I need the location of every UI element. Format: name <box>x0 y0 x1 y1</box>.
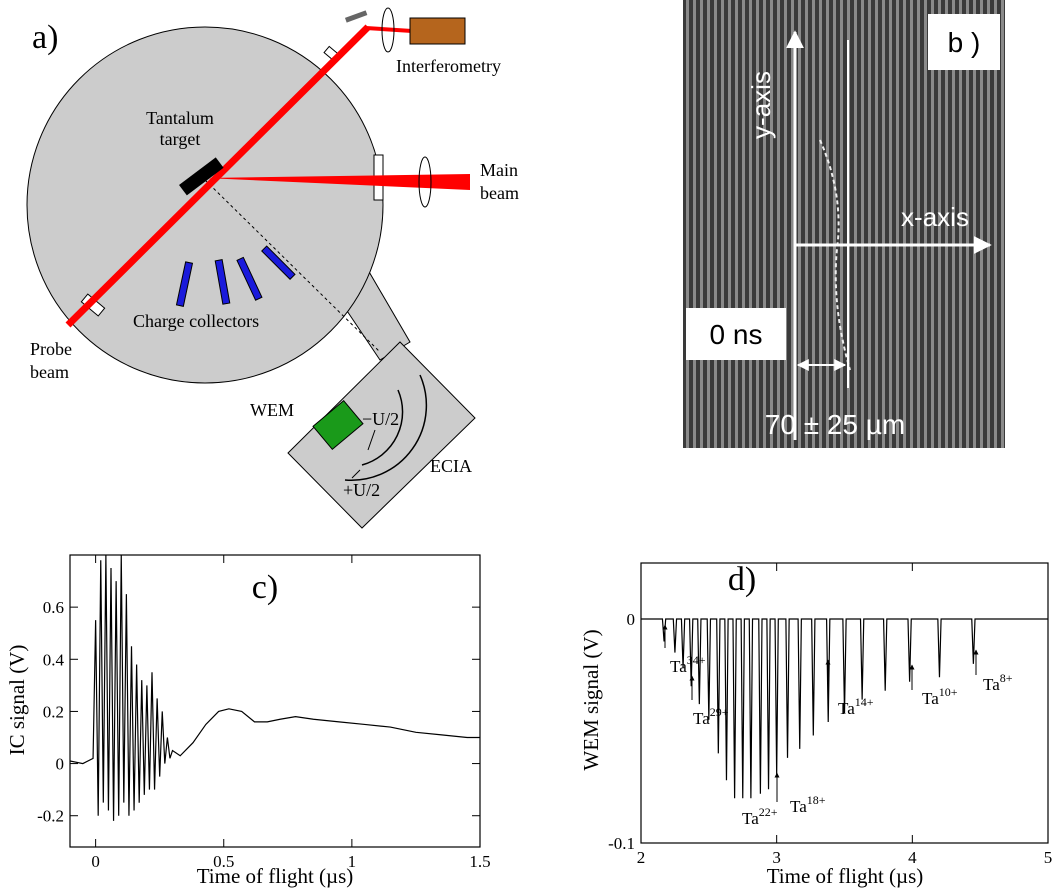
annotation-charge: 18+ <box>807 793 826 807</box>
y-tick-label: 0.4 <box>43 650 65 669</box>
annotation-charge: 34+ <box>687 653 706 667</box>
plot-frame <box>69 554 481 848</box>
annotation-base: Ta <box>983 675 1000 694</box>
y-tick-label: 0 <box>627 610 636 629</box>
label-box <box>686 308 786 360</box>
annotation: Ta8+ <box>983 671 1013 694</box>
annotation-charge: 8+ <box>1000 671 1013 685</box>
leader <box>351 469 361 479</box>
label: Main <box>480 160 518 180</box>
dashed-line <box>204 179 381 353</box>
label: +U/2 <box>343 480 380 500</box>
panel-label: a) <box>32 19 58 56</box>
probe-beam <box>65 24 371 328</box>
y-axis-label: IC signal (V) <box>5 645 29 756</box>
y-tick-label: 0.6 <box>43 598 64 617</box>
label: −U/2 <box>362 409 399 429</box>
x-tick-label: 2 <box>637 848 646 867</box>
y-axis-label: WEM signal (V) <box>579 629 603 770</box>
y-tick-label: -0.1 <box>608 834 635 853</box>
lens <box>418 156 432 208</box>
annotation-base: Ta <box>742 809 759 828</box>
lens <box>381 7 395 53</box>
label: beam <box>480 183 519 203</box>
panel-label: b ) <box>948 27 981 58</box>
label: Charge collectors <box>133 311 259 331</box>
annotation-base: Ta <box>790 797 807 816</box>
annotation-charge: 29+ <box>710 705 729 719</box>
panel-label: d) <box>728 561 756 598</box>
x-axis-label: Time of flight (µs) <box>197 864 354 888</box>
annotation-charge: 10+ <box>939 685 958 699</box>
width-label: 70 ± 25 µm <box>765 409 905 440</box>
annotation-charge: 22+ <box>759 805 778 819</box>
label: WEM <box>250 400 294 420</box>
electrode <box>344 374 428 482</box>
target <box>179 157 224 196</box>
annotation: Ta14+ <box>838 695 874 718</box>
electrode <box>361 389 404 466</box>
label: Interferometry <box>396 56 501 76</box>
label: beam <box>30 362 69 382</box>
x-tick-label: 1.5 <box>469 852 490 871</box>
main-beam <box>205 174 470 190</box>
charts: 0 0.5 1 1.5 -0.2 0 0.2 0.4 0.6 c) Time of flight (… <box>5 554 1053 888</box>
image-b: b ) 0 ns y-axis x-axis 70 ± 25 µm <box>683 0 1005 448</box>
x-axis-label: Time of flight (µs) <box>767 864 924 888</box>
label: Tantalum <box>146 108 214 128</box>
diagram-a: a) Interferometry Tantalum target Main b… <box>26 7 519 529</box>
label: Probe <box>30 339 72 359</box>
annotation: Ta34+ <box>670 653 706 676</box>
y-tick-label: -0.2 <box>37 807 64 826</box>
y-tick-label: 0.2 <box>43 702 64 721</box>
signal-line <box>70 555 480 821</box>
annotation: Ta18+ <box>790 793 826 816</box>
x-tick-label: 1 <box>348 852 357 871</box>
x-tick-label: 3 <box>772 848 781 867</box>
time-label: 0 ns <box>710 319 763 350</box>
x-tick-label: 5 <box>1044 848 1053 867</box>
y-tick-label: 0 <box>56 755 65 774</box>
leader <box>367 429 376 451</box>
ecia-box <box>287 341 476 529</box>
label: target <box>160 129 201 149</box>
annotation-base: Ta <box>922 689 939 708</box>
label-box <box>928 14 1000 70</box>
chamber <box>26 26 384 384</box>
annotation: Ta10+ <box>922 685 958 708</box>
annotation-base: Ta <box>693 709 710 728</box>
annotation: Ta29+ <box>693 705 729 728</box>
annotation-base: Ta <box>838 699 855 718</box>
mirror <box>344 10 368 23</box>
wem-detector <box>312 399 364 451</box>
plot-frame <box>640 562 1049 844</box>
annotation-charge: 14+ <box>855 695 874 709</box>
interferometer <box>409 17 466 45</box>
probe-beam-out <box>365 26 413 33</box>
x-tick-label: 0.5 <box>213 852 234 871</box>
collectors <box>175 245 296 307</box>
x-tick-label: 4 <box>908 848 917 867</box>
axis-label: x-axis <box>901 202 969 232</box>
label: ECIA <box>430 456 472 476</box>
annotation-base: Ta <box>670 657 687 676</box>
annotation: Ta22+ <box>742 805 778 828</box>
signal-line <box>641 618 1048 799</box>
panel-label: c) <box>252 569 278 606</box>
axis-label: y-axis <box>746 71 776 139</box>
x-tick-label: 0 <box>91 852 100 871</box>
photo <box>683 0 1005 448</box>
